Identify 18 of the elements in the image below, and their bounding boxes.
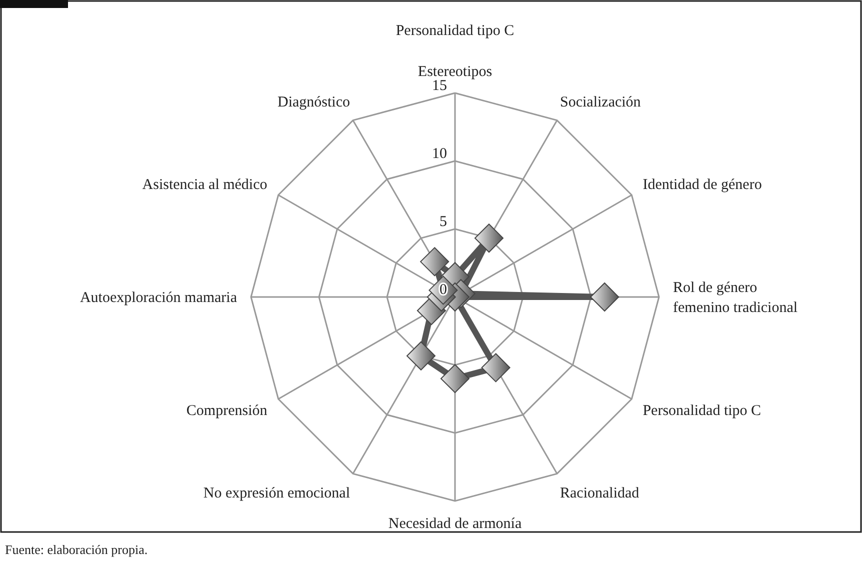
spoke-label: Estereotipos bbox=[418, 64, 492, 80]
y-tick-label: 10 bbox=[432, 146, 447, 162]
spoke-label: No expresión emocional bbox=[203, 486, 350, 502]
spoke-label: Asistencia al médico bbox=[142, 177, 268, 193]
spoke-label: Racionalidad bbox=[560, 486, 640, 502]
spoke-label: Socialización bbox=[560, 94, 642, 110]
source-note: Fuente: elaboración propia. bbox=[5, 542, 148, 557]
spoke-label: Diagnóstico bbox=[278, 94, 350, 110]
spoke-label: Personalidad tipo C bbox=[642, 403, 762, 419]
y-tick-label: 5 bbox=[440, 214, 447, 230]
spoke-label: Identidad de género bbox=[642, 177, 762, 193]
y-tick-label: 15 bbox=[432, 78, 447, 94]
y-tick-label: 0 bbox=[440, 282, 447, 298]
spoke-label: Rol de género femenino tradicional bbox=[673, 280, 798, 316]
chart-title: Personalidad tipo C bbox=[396, 23, 514, 39]
spoke-label: Comprensión bbox=[186, 403, 268, 419]
spoke-label: Necesidad de armonía bbox=[388, 516, 522, 532]
spoke-label: Autoexploración mamaria bbox=[80, 290, 238, 306]
